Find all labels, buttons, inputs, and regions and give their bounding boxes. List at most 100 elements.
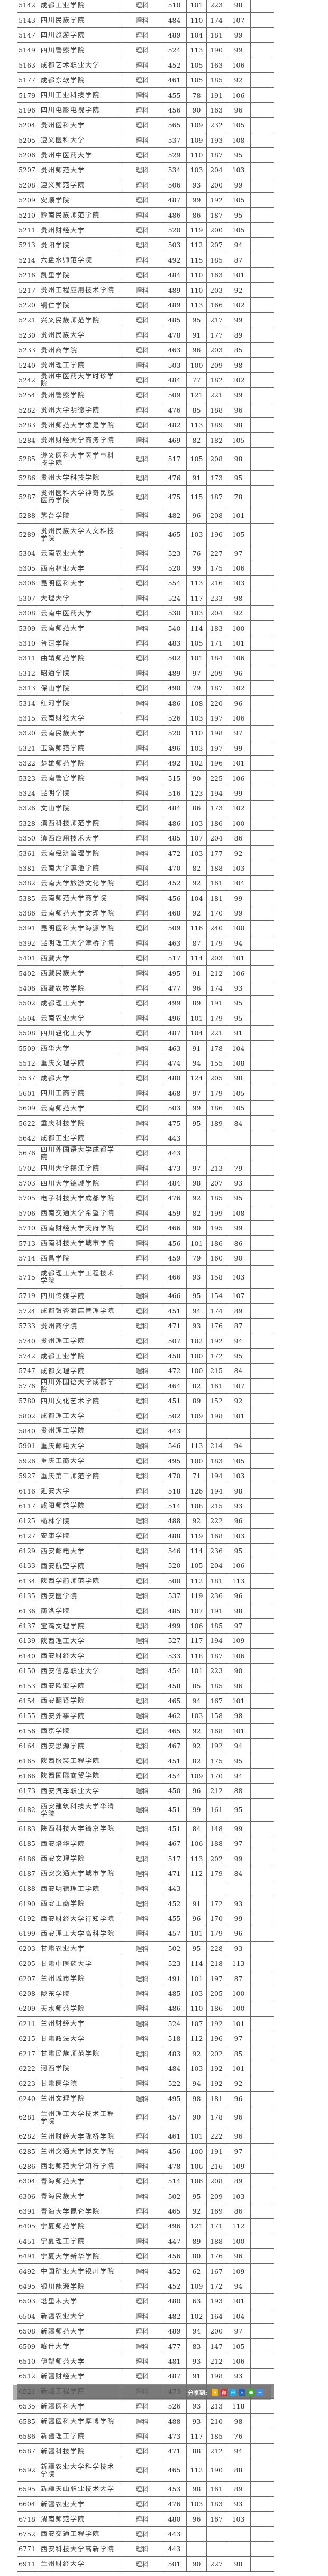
score-b-cell: 216 [207,576,226,591]
score-b-cell: 192 [207,193,226,208]
subject-cell: 理科 [122,58,162,72]
score-a-cell: 100 [187,1348,207,1364]
school-name-cell: 昭通学院 [37,666,122,681]
score-c-cell: 103 [226,1528,251,1543]
table-row: 6509 喀什大学 理科 477 83 147 105 [17,2339,274,2354]
score-a-cell: 110 [187,283,207,297]
subject-cell: 理科 [122,1514,162,1528]
remark-cell [251,1986,274,2001]
score-a-cell: 101 [187,1664,207,1678]
remark-cell [251,328,274,342]
subject-cell: 理科 [122,470,162,486]
total-score-cell: 456 [162,2144,187,2159]
wechat-icon[interactable]: ● [248,2389,254,2396]
score-b-cell: 186 [207,1100,226,1116]
code-cell: 5209 [17,193,37,208]
table-row: 5142 成都工业学院 理科 510 101 223 98 [17,0,274,13]
table-row: 5710 西南财经大学天府学院 理科 466 90 195 99 [17,1221,274,1236]
score-b-cell: 185 [207,1191,226,1206]
subject-cell: 理科 [122,403,162,417]
school-name-cell: 贵州民族大学 [37,328,122,342]
subject-cell: 理科 [122,981,162,996]
admission-score-table: 5142 成都工业学院 理科 510 101 223 98 5143 四川民族学院 理科 484 11… [17,0,274,2572]
total-score-cell: 554 [162,576,187,591]
school-name-cell: 伊犁师范大学 [37,2354,122,2369]
score-b-cell: 185 [207,2429,226,2444]
school-name-cell: 新疆农业大学科学技术学院 [37,2459,122,2481]
remark-cell [251,755,274,771]
tencent-weibo-icon[interactable]: ◎ [230,2389,236,2396]
more-plus-icon[interactable]: + [257,2389,263,2396]
score-b-cell: 210 [207,2414,226,2429]
remark-cell [251,13,274,27]
total-score-cell: 546 [162,1439,187,1453]
score-b-cell: 192 [207,1738,226,1753]
school-name-cell: 新疆师范大学 [37,2324,122,2339]
school-name-cell: 西安建筑科技大学华清学院 [37,1798,122,1821]
table-row: 5706 西南交通大学希望学院 理科 459 82 199 108 [17,1206,274,1221]
table-row: 5196 四川电影电视学院 理科 456 90 163 96 [17,102,274,118]
code-cell: 6718 [17,2512,37,2526]
remark-cell [251,1941,274,1956]
score-c-cell: 97 [226,2031,251,2046]
score-a-cell: 85 [187,403,207,417]
table-row: 5304 云南农业大学 理科 523 76 227 97 [17,546,274,561]
table-row: 5254 贵州警察学院 理科 509 121 221 99 [17,388,274,403]
school-name-cell: 新疆科技学院 [37,2444,122,2459]
subject-cell: 理科 [122,486,162,508]
renren-icon[interactable]: 人 [239,2389,245,2396]
score-a-cell: 113 [187,417,207,433]
code-cell: 5714 [17,1250,37,1266]
total-score-cell: 537 [162,133,187,147]
score-c-cell: 99 [226,388,251,403]
code-cell: 5214 [17,253,37,268]
table-row: 6585 新疆医科大学厚博学院 理科 488 93 210 98 [17,2414,274,2429]
remark-cell [251,576,274,591]
score-b-cell: 186 [207,1236,226,1250]
table-row: 6304 青海师范大学 理科 514 106 208 89 [17,2174,274,2189]
remark-cell [251,2324,274,2339]
table-row: 5386 云南师范大学文理学院 理科 468 92 170 99 [17,906,274,921]
score-c-cell: 95 [226,1798,251,1821]
score-a-cell: 89 [187,996,207,1011]
qzone-star-icon[interactable]: ★ [212,2389,218,2396]
score-a-cell: 98 [187,2481,207,2496]
code-cell: 5204 [17,118,37,133]
score-a-cell [187,1131,207,1146]
total-score-cell: 492 [162,755,187,771]
table-row: 5642 成都工业学院 理科 443 [17,1131,274,1146]
score-b-cell: 188 [207,861,226,876]
score-c-cell: 102 [226,681,251,696]
subject-cell: 理科 [122,2001,162,2016]
subject-cell: 理科 [122,1738,162,1753]
table-row: 5143 四川民族学院 理科 484 110 174 107 [17,13,274,28]
score-c-cell: 100 [226,1986,251,2001]
score-b-cell: 198 [207,2369,226,2384]
table-row: 5306 昆明医科大学 理科 554 113 216 103 [17,576,274,591]
school-name-cell: 贵州商学院 [37,342,122,358]
school-name-cell: 兰州财经大学 [37,2016,122,2031]
code-cell: 6503 [17,2294,37,2309]
code-cell: 6495 [17,2279,37,2294]
total-score-cell: 514 [162,2174,187,2189]
total-score-cell: 481 [162,2354,187,2369]
score-a-cell: 96 [187,1911,207,1926]
code-cell: 6205 [17,1956,37,1971]
score-b-cell: 190 [207,43,226,58]
score-c-cell: 98 [226,447,251,470]
subject-cell: 理科 [122,921,162,936]
score-b-cell: 199 [207,1206,226,1221]
score-a-cell: 92 [187,2204,207,2219]
remark-cell [251,861,274,876]
remark-cell [251,1851,274,1866]
total-score-cell: 462 [162,1709,187,1723]
score-b-cell: 170 [207,906,226,921]
score-a-cell: 109 [187,1408,207,1423]
code-cell: 5326 [17,801,37,816]
score-a-cell: 114 [187,621,207,636]
weibo-icon[interactable]: 微 [221,2389,227,2396]
table-row: 5702 四川大学锦江学院 理科 473 97 213 79 [17,1161,274,1176]
subject-cell: 理科 [122,2159,162,2174]
score-c-cell: 95 [226,1543,251,1558]
table-row: 5287 贵州医科大学神奇民族医药学院 理科 475 115 187 78 [17,486,274,509]
